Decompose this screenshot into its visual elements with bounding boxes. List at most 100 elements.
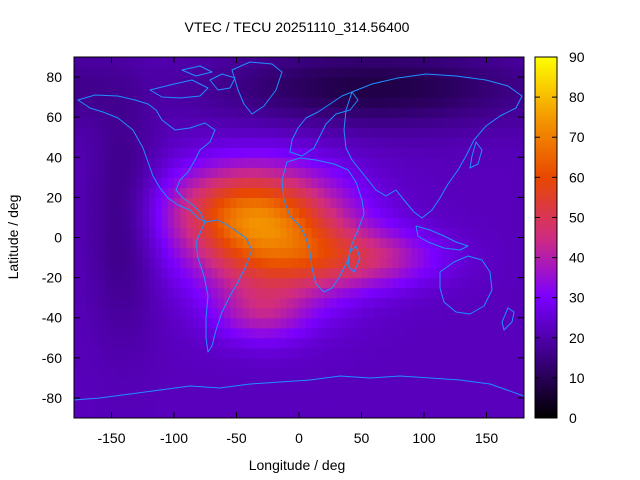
heatmap-cell	[324, 247, 331, 259]
heatmap-cell	[349, 307, 356, 319]
heatmap-cell	[242, 267, 250, 279]
heatmap-cell	[317, 217, 325, 229]
heatmap-cell	[124, 277, 131, 289]
heatmap-cell	[286, 117, 294, 128]
heatmap-cell	[349, 397, 356, 409]
heatmap-cell	[180, 397, 188, 409]
heatmap-cell	[261, 357, 269, 369]
heatmap-cell	[286, 227, 294, 239]
heatmap-cell	[317, 297, 325, 309]
heatmap-cell	[299, 217, 306, 229]
heatmap-cell	[142, 207, 150, 219]
heatmap-cell	[311, 147, 319, 158]
heatmap-cell	[80, 137, 88, 148]
heatmap-cell	[486, 297, 494, 309]
heatmap-cell	[280, 107, 288, 118]
heatmap-cell	[349, 387, 356, 399]
heatmap-cell	[274, 127, 281, 138]
heatmap-cell	[261, 407, 269, 418]
heatmap-cell	[161, 167, 169, 178]
heatmap-cell	[161, 367, 169, 379]
heatmap-cell	[242, 357, 250, 369]
heatmap-cell	[142, 57, 150, 68]
heatmap-cell	[180, 287, 188, 299]
heatmap-cell	[361, 77, 369, 88]
heatmap-cell	[136, 87, 144, 98]
heatmap-cell	[449, 247, 456, 259]
heatmap-cell	[317, 267, 325, 279]
heatmap-cell	[99, 257, 106, 269]
heatmap-cell	[380, 207, 388, 219]
heatmap-cell	[467, 317, 475, 329]
heatmap-cell	[211, 147, 219, 158]
heatmap-cell	[505, 177, 513, 188]
heatmap-cell	[361, 287, 369, 299]
heatmap-cell	[417, 327, 425, 339]
heatmap-cell	[192, 117, 200, 128]
heatmap-cell	[224, 147, 231, 158]
heatmap-cell	[386, 97, 394, 108]
heatmap-cell	[161, 187, 169, 198]
heatmap-cell	[236, 177, 244, 188]
heatmap-cell	[142, 177, 150, 188]
heatmap-cell	[417, 317, 425, 329]
heatmap-cell	[405, 227, 413, 239]
heatmap-cell	[280, 397, 288, 409]
heatmap-cell	[430, 87, 438, 98]
heatmap-cell	[455, 97, 463, 108]
colorbar-tick-label: 80	[569, 89, 585, 105]
heatmap-cell	[336, 197, 344, 209]
heatmap-cell	[92, 67, 100, 78]
heatmap-cell	[474, 127, 481, 138]
heatmap-cell	[186, 307, 194, 319]
heatmap-cell	[330, 177, 338, 188]
heatmap-cell	[342, 327, 350, 339]
heatmap-cell	[449, 397, 456, 409]
heatmap-cell	[105, 57, 113, 68]
heatmap-cell	[330, 197, 338, 209]
heatmap-cell	[255, 287, 263, 299]
heatmap-cell	[230, 117, 238, 128]
heatmap-cell	[230, 257, 238, 269]
heatmap-cell	[386, 67, 394, 78]
heatmap-cell	[480, 117, 488, 128]
heatmap-cell	[142, 247, 150, 259]
coast-greenland	[231, 61, 283, 115]
heatmap-cell	[286, 287, 294, 299]
heatmap-cell	[392, 347, 400, 359]
heatmap-cell	[280, 157, 288, 168]
heatmap-cell	[211, 287, 219, 299]
heatmap-cell	[130, 397, 138, 409]
heatmap-cell	[442, 117, 450, 128]
heatmap-cell	[274, 267, 281, 279]
heatmap-cell	[336, 57, 344, 68]
heatmap-cell	[161, 267, 169, 279]
heatmap-cell	[167, 137, 175, 148]
heatmap-cell	[236, 137, 244, 148]
heatmap-cell	[199, 337, 206, 349]
heatmap-cell	[192, 97, 200, 108]
heatmap-cell	[324, 127, 331, 138]
heatmap-cell	[124, 357, 131, 369]
heatmap-cell	[424, 247, 431, 259]
heatmap-cell	[455, 357, 463, 369]
heatmap-cell	[255, 267, 263, 279]
heatmap-cell	[105, 247, 113, 259]
heatmap-cell	[142, 107, 150, 118]
heatmap-cell	[230, 247, 238, 259]
heatmap-cell	[161, 287, 169, 299]
heatmap-cell	[461, 67, 469, 78]
heatmap-cell	[499, 297, 506, 309]
heatmap-cell	[242, 327, 250, 339]
heatmap-cell	[317, 67, 325, 78]
heatmap-cell	[149, 117, 156, 128]
heatmap-cell	[467, 227, 475, 239]
heatmap-cell	[499, 257, 506, 269]
heatmap-cell	[461, 277, 469, 289]
heatmap-cell	[180, 107, 188, 118]
heatmap-cell	[411, 407, 419, 418]
heatmap-cell	[130, 227, 138, 239]
heatmap-cell	[142, 237, 150, 249]
heatmap-cell	[167, 227, 175, 239]
heatmap-cell	[99, 217, 106, 229]
